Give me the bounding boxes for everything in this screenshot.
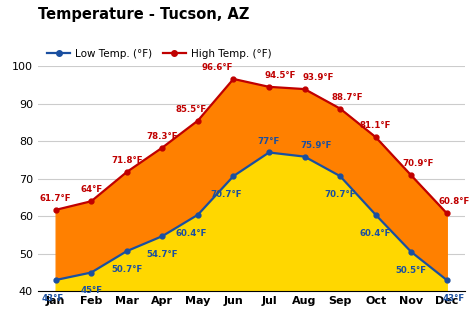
Text: 45°F: 45°F bbox=[80, 286, 102, 295]
Text: 60.4°F: 60.4°F bbox=[360, 229, 392, 238]
Text: 61.7°F: 61.7°F bbox=[40, 194, 72, 203]
Text: 78.3°F: 78.3°F bbox=[146, 132, 178, 141]
Text: 50.5°F: 50.5°F bbox=[396, 266, 427, 275]
Text: 54.7°F: 54.7°F bbox=[146, 250, 178, 259]
Text: 70.9°F: 70.9°F bbox=[402, 160, 434, 168]
Text: 60.4°F: 60.4°F bbox=[175, 229, 207, 238]
Text: 70.7°F: 70.7°F bbox=[324, 190, 356, 199]
Text: 81.1°F: 81.1°F bbox=[360, 121, 392, 130]
Text: 94.5°F: 94.5°F bbox=[264, 71, 296, 80]
Text: 64°F: 64°F bbox=[80, 185, 102, 194]
Text: 85.5°F: 85.5°F bbox=[175, 105, 207, 114]
Text: 43°F: 43°F bbox=[443, 294, 465, 303]
Text: 88.7°F: 88.7°F bbox=[331, 93, 363, 102]
Text: 70.7°F: 70.7°F bbox=[211, 190, 242, 199]
Text: Temperature - Tucson, AZ: Temperature - Tucson, AZ bbox=[38, 7, 249, 22]
Text: 43°F: 43°F bbox=[42, 294, 64, 303]
Text: 50.7°F: 50.7°F bbox=[111, 265, 142, 274]
Text: 60.8°F: 60.8°F bbox=[438, 197, 469, 206]
Text: 71.8°F: 71.8°F bbox=[111, 156, 143, 165]
Text: 96.6°F: 96.6°F bbox=[201, 63, 232, 72]
Text: 77°F: 77°F bbox=[258, 136, 280, 146]
Legend: Low Temp. (°F), High Temp. (°F): Low Temp. (°F), High Temp. (°F) bbox=[43, 45, 276, 63]
Text: 75.9°F: 75.9°F bbox=[300, 141, 331, 150]
Text: 93.9°F: 93.9°F bbox=[303, 73, 334, 82]
